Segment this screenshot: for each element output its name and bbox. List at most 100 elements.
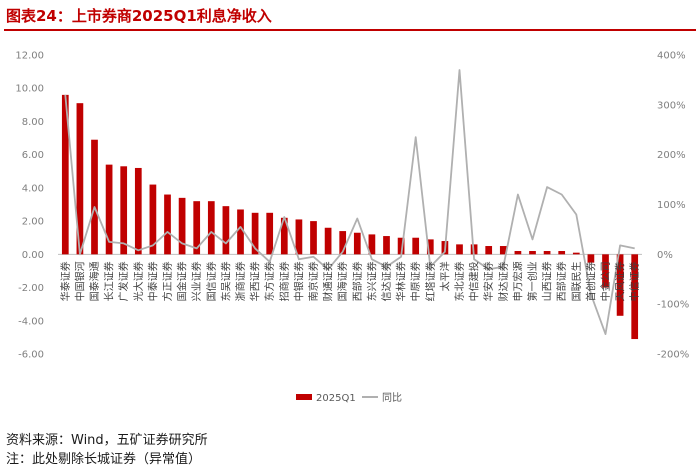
- category-label: 中银证券: [292, 261, 305, 301]
- right-axis-tick-label: -100%: [657, 300, 689, 311]
- bar: [339, 231, 347, 255]
- left-axis-tick-label: 6.00: [22, 150, 44, 161]
- bar: [280, 217, 288, 255]
- bar: [397, 237, 405, 255]
- category-label: 光大证券: [132, 261, 145, 301]
- category-label: 红塔证券: [424, 261, 437, 301]
- bar: [383, 236, 390, 255]
- category-label: 东吴证券: [219, 261, 232, 301]
- category-label: 中信证券: [628, 261, 641, 301]
- bar: [499, 246, 507, 255]
- category-label: 财达证券: [497, 261, 510, 301]
- category-label: 首创证券: [584, 261, 597, 301]
- bar: [485, 246, 493, 255]
- legend-bar-swatch: [296, 394, 312, 400]
- bar: [266, 212, 274, 255]
- legend-line-label: 同比: [382, 392, 402, 404]
- bar: [353, 232, 361, 255]
- bar: [295, 219, 303, 255]
- page-title: 图表24：上市券商2025Q1利息净收入: [6, 7, 272, 25]
- left-axis-tick-label: -2.00: [18, 283, 44, 294]
- category-label: 第一创业: [526, 261, 539, 301]
- category-label: 华林证券: [395, 261, 408, 301]
- bar: [61, 94, 69, 255]
- legend: 2025Q1 同比: [296, 392, 402, 404]
- category-label: 天风证券: [614, 261, 627, 301]
- left-axis-tick-label: -6.00: [18, 350, 44, 361]
- bar: [178, 197, 186, 255]
- left-axis-tick-label: 8.00: [22, 117, 44, 128]
- right-axis-tick-label: 100%: [657, 200, 686, 211]
- category-label: 国海证券: [336, 261, 349, 301]
- bar: [120, 166, 128, 255]
- left-axis-tick-label: 12.00: [15, 51, 44, 62]
- category-label: 太平洋: [438, 261, 451, 291]
- left-axis-tick-label: 10.00: [15, 84, 44, 95]
- bar: [324, 227, 332, 255]
- yoy-line: [64, 69, 635, 336]
- category-label: 国泰海通: [88, 261, 101, 301]
- bar: [222, 206, 230, 255]
- category-label: 招商证券: [278, 261, 291, 301]
- left-axis-tick-label: 2.00: [22, 217, 44, 228]
- bar: [149, 184, 157, 255]
- category-label: 南京证券: [307, 261, 320, 301]
- bar: [587, 254, 595, 263]
- left-axis-tick-label: 4.00: [22, 183, 44, 194]
- bar: [251, 212, 259, 255]
- left-axis-tick-label: -4.00: [18, 316, 44, 327]
- category-label: 西部证券: [351, 261, 364, 301]
- category-label: 兴业证券: [190, 261, 203, 301]
- right-axis-ticks: 400% 300% 200% 100% 0% -100% -200%: [657, 51, 689, 361]
- bar: [237, 209, 244, 255]
- category-label: 东北证券: [453, 261, 466, 301]
- bar: [76, 103, 84, 255]
- bar: [543, 251, 551, 255]
- bar: [310, 221, 317, 255]
- category-label: 东兴证券: [365, 261, 378, 301]
- bar: [164, 194, 171, 255]
- right-axis-tick-label: 200%: [657, 150, 686, 161]
- category-label: 中泰证券: [146, 261, 159, 301]
- legend-bar-label: 2025Q1: [316, 393, 356, 404]
- category-label: 浙商证券: [234, 261, 247, 301]
- left-axis-tick-label: 0.00: [22, 250, 44, 261]
- bar: [616, 254, 624, 316]
- bar: [105, 164, 113, 255]
- bar: [572, 252, 580, 255]
- right-axis-tick-label: -200%: [657, 350, 689, 361]
- bar: [368, 234, 376, 255]
- category-label: 西部证券: [555, 261, 568, 301]
- category-label: 广发证券: [117, 261, 130, 301]
- category-label: 财通证券: [322, 261, 335, 301]
- bar: [456, 244, 463, 255]
- category-label: 国信证券: [205, 261, 218, 301]
- footnote: 注：此处剔除长城证券（异常值）: [6, 452, 202, 467]
- category-label: 国金证券: [176, 261, 189, 301]
- category-label: 长江证券: [103, 261, 116, 301]
- category-label: 信达证券: [380, 261, 393, 301]
- bar-line-chart: 12.00 10.00 8.00 6.00 4.00 2.00 0.00 -2.00 -4.00…: [15, 51, 689, 405]
- category-label: 华安证券: [482, 261, 495, 301]
- bar-series: [61, 94, 639, 340]
- left-axis-ticks: 12.00 10.00 8.00 6.00 4.00 2.00 0.00 -2.00 -4.00…: [15, 51, 44, 361]
- bar: [91, 139, 98, 255]
- category-label: 中信建投: [468, 261, 481, 301]
- bar: [631, 254, 639, 340]
- title-divider: [4, 29, 696, 31]
- right-axis-tick-label: 0%: [657, 250, 673, 261]
- bar: [426, 239, 434, 255]
- category-label: 中国银河: [73, 261, 86, 301]
- category-label: 申万宏源: [511, 261, 524, 301]
- bar: [193, 201, 201, 255]
- bar: [558, 251, 566, 255]
- category-label: 中金公司: [599, 261, 612, 301]
- category-label: 方正证券: [161, 261, 174, 301]
- category-label: 华泰证券: [59, 261, 72, 301]
- bar: [529, 251, 536, 255]
- bar: [207, 201, 215, 255]
- category-label: 国联民生: [570, 261, 583, 301]
- right-axis-tick-label: 300%: [657, 100, 686, 111]
- category-label: 山西证券: [541, 261, 554, 301]
- category-label: 华西证券: [249, 261, 262, 301]
